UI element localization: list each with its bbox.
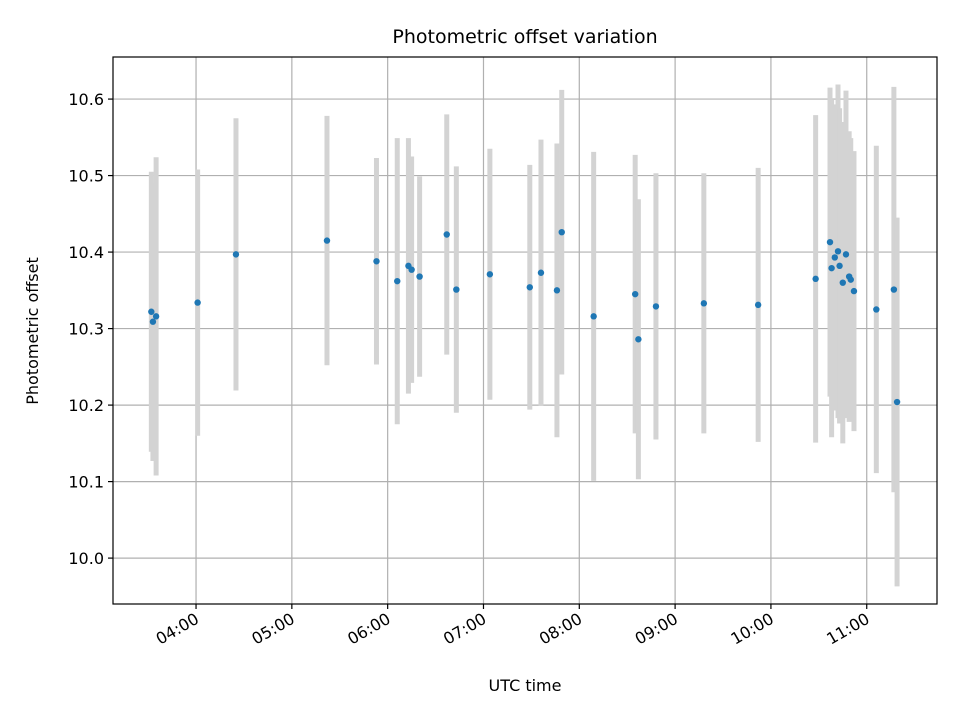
data-point xyxy=(847,276,854,283)
data-point xyxy=(453,286,460,293)
plot-frame xyxy=(112,56,938,605)
y-axis-title: Photometric offset xyxy=(23,257,42,405)
y-tick-label: 10.2 xyxy=(68,396,104,415)
data-point xyxy=(890,286,898,293)
data-point xyxy=(631,290,639,298)
data-point xyxy=(553,287,561,294)
data-point xyxy=(754,301,762,309)
y-tick-label: 10.5 xyxy=(68,167,104,186)
data-point xyxy=(893,398,901,406)
y-axis-ticks: 10.0 10.1 10.2 10.3 10.4 10.5 10.6 xyxy=(68,90,113,568)
data-point xyxy=(850,287,858,295)
data-point xyxy=(394,277,401,285)
data-point xyxy=(812,275,819,283)
data-point xyxy=(537,269,545,276)
data-point xyxy=(834,248,842,255)
x-axis-title: UTC time xyxy=(489,676,562,695)
data-point xyxy=(873,306,880,313)
data-point xyxy=(590,313,597,320)
data-point xyxy=(828,264,835,272)
y-tick-label: 10.4 xyxy=(68,243,104,262)
data-point xyxy=(558,228,565,236)
data-point xyxy=(194,299,201,306)
data-point xyxy=(831,254,838,261)
data-point xyxy=(700,300,708,307)
data-point xyxy=(373,258,380,265)
data-point xyxy=(486,271,494,278)
y-tick-label: 10.0 xyxy=(68,549,104,568)
data-point xyxy=(416,273,423,280)
data-point xyxy=(408,266,415,273)
data-point xyxy=(652,303,660,310)
data-point xyxy=(635,336,642,343)
data-point xyxy=(323,237,331,244)
data-point xyxy=(526,284,533,291)
y-tick-label: 10.1 xyxy=(68,473,104,492)
data-point xyxy=(839,279,846,286)
data-point xyxy=(836,262,843,270)
data-point xyxy=(152,313,160,320)
y-tick-label: 10.3 xyxy=(68,320,104,339)
y-tick-label: 10.6 xyxy=(68,90,104,109)
chart-title: Photometric offset variation xyxy=(392,26,657,48)
data-point xyxy=(149,318,157,325)
data-point xyxy=(232,251,240,258)
data-point xyxy=(826,238,834,246)
point-layer xyxy=(148,228,901,406)
grid-layer xyxy=(113,57,937,604)
data-point xyxy=(842,251,850,258)
data-point xyxy=(443,231,450,238)
data-point xyxy=(148,308,155,315)
